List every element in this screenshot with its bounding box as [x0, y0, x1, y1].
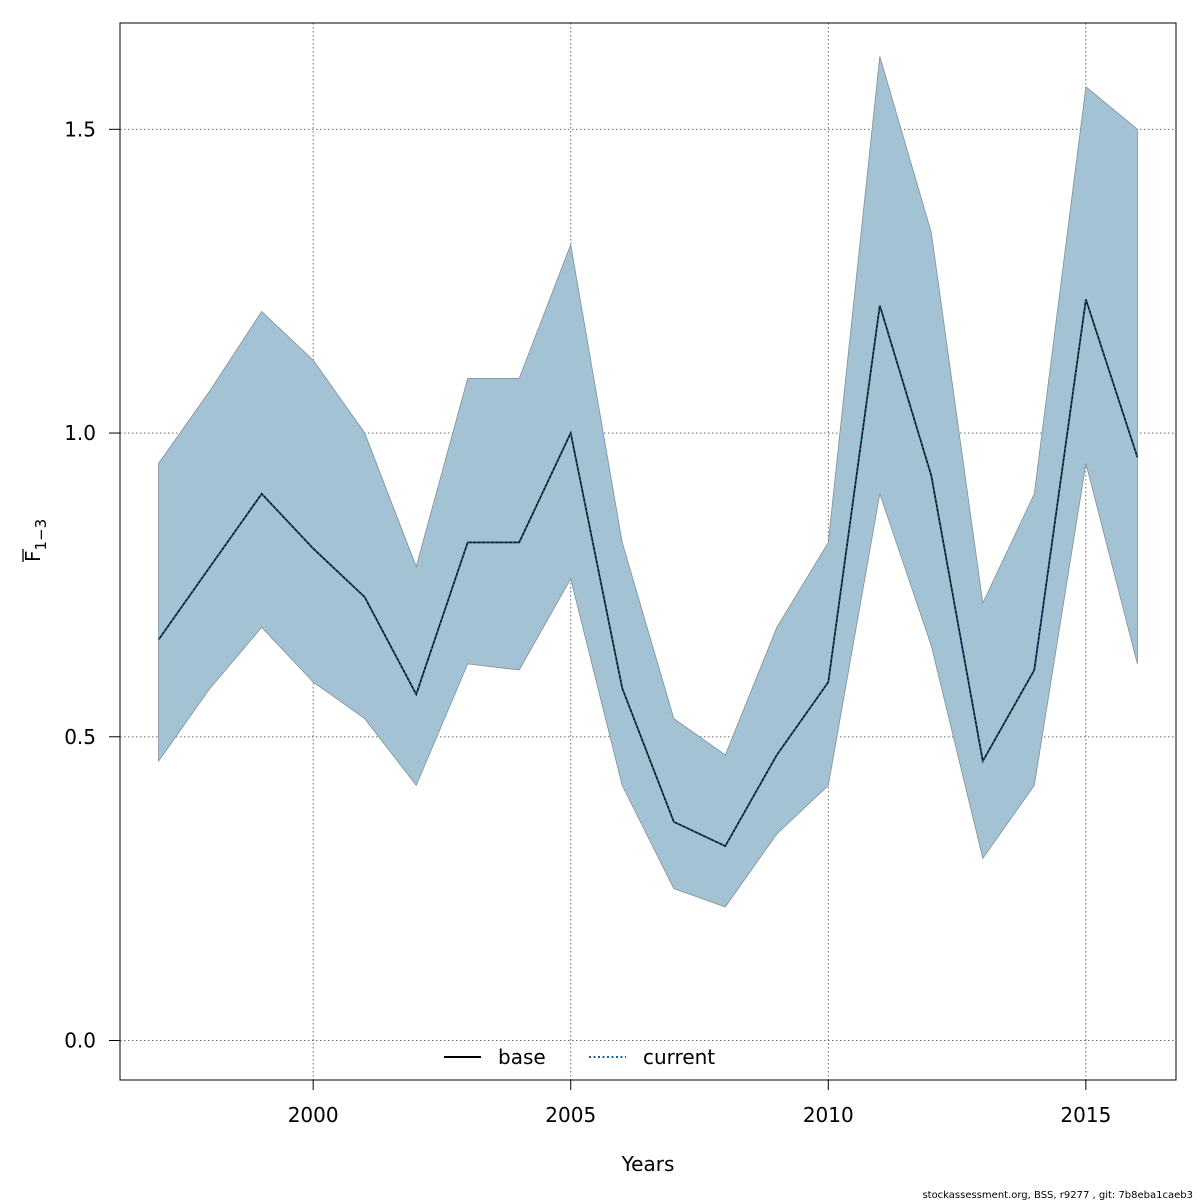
- plot-frame: [119, 22, 1177, 1081]
- x-axis-title: Years: [621, 1152, 675, 1176]
- legend: base current: [444, 1045, 715, 1069]
- x-tick-label-2: 2010: [803, 1103, 854, 1127]
- svg-text:F1−3: F1−3: [21, 519, 50, 562]
- y-tick-label-2: 1.0: [64, 421, 96, 445]
- confidence-band: [158, 56, 1138, 908]
- series-line-current: [157, 299, 1139, 848]
- series-layer: [157, 299, 1139, 848]
- x-tick-label-0: 2000: [288, 1103, 339, 1127]
- x-tick-label-3: 2015: [1060, 1103, 1111, 1127]
- y-tick-label-0: 0.0: [64, 1029, 96, 1053]
- y-axis-title-subscript: 1−3: [32, 519, 50, 551]
- y-axis-title-main: F: [21, 550, 45, 562]
- legend-label-base: base: [498, 1045, 546, 1069]
- legend-label-current: current: [643, 1045, 715, 1069]
- y-tick-label-3: 1.5: [64, 117, 96, 141]
- y-axis: 0.0 0.5 1.0 1.5: [64, 117, 120, 1053]
- x-tick-label-1: 2005: [545, 1103, 596, 1127]
- footer-credit: stockassessment.org, BSS, r9277 , git: 7…: [922, 1190, 1193, 1200]
- x-axis: 2000 2005 2010 2015: [288, 1080, 1111, 1127]
- y-tick-label-1: 0.5: [64, 725, 96, 749]
- confidence-band-layer: [158, 56, 1138, 908]
- y-axis-title: F1−3: [21, 519, 50, 562]
